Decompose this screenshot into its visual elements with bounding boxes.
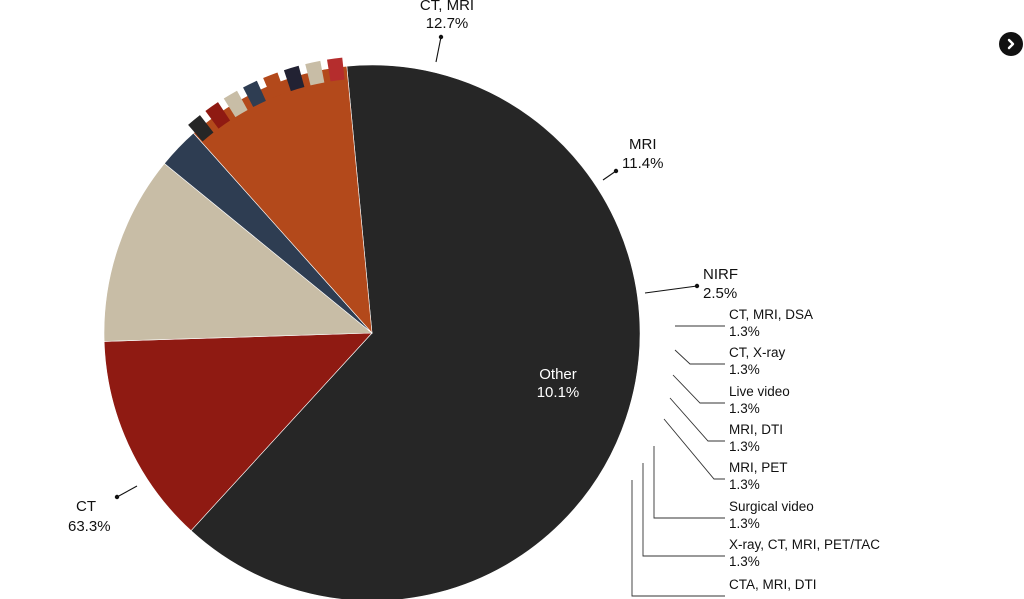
ring-segment-mri-dti [243, 80, 266, 107]
leader-line [644, 285, 698, 294]
label-live-video: Live video [729, 384, 790, 399]
label-mri-dti: MRI, DTI [729, 422, 783, 437]
value-surgical-video: 1.3% [729, 516, 760, 531]
ring-segment-ct-mri-dsa [188, 115, 214, 142]
ring-segment-mri-pet [263, 72, 285, 99]
value-live-video: 1.3% [729, 401, 760, 416]
value-x-ray-ct-mri-pet-tac: 1.3% [729, 554, 760, 569]
label-mri: MRI [629, 136, 657, 153]
label-ct-mri: CT, MRI [420, 0, 474, 14]
leader-dot [694, 283, 700, 289]
leader-line [653, 446, 725, 519]
label-ct-x-ray: CT, X-ray [729, 345, 786, 360]
leader-line [642, 463, 725, 557]
leader-dot [438, 34, 444, 40]
ring-segment-live-video [223, 90, 248, 118]
pie-slices [103, 64, 641, 599]
leader-lines [114, 34, 725, 597]
leader-line [631, 480, 725, 597]
value-nirf: 2.5% [703, 285, 737, 302]
leader-dot [613, 168, 619, 174]
ring-segment-cta-mri-dti [327, 57, 345, 82]
leader-line [116, 485, 138, 498]
value-ct-x-ray: 1.3% [729, 362, 760, 377]
value-mri: 11.4% [622, 155, 663, 172]
label-ct-mri-dsa: CT, MRI, DSA [729, 307, 813, 322]
ring-segment-x-ray-ct-mri-pet-tac [305, 60, 325, 86]
chevron-right-icon [1007, 38, 1015, 50]
other-breakdown-ring [188, 57, 345, 142]
leader-line [669, 397, 725, 442]
label-surgical-video: Surgical video [729, 499, 814, 514]
label-cta-mri-dti: CTA, MRI, DTI [729, 577, 817, 592]
value-other: 10.1% [537, 384, 580, 401]
label-ct: CT [76, 498, 96, 515]
label-nirf: NIRF [703, 266, 738, 283]
leader-line [663, 418, 725, 480]
leader-line [674, 349, 725, 365]
slice-ct [190, 64, 641, 599]
leader-line [435, 36, 442, 63]
value-ct: 63.3% [68, 518, 111, 535]
value-ct-mri-dsa: 1.3% [729, 324, 760, 339]
label-other: Other [539, 366, 577, 383]
label-x-ray-ct-mri-pet-tac: X-ray, CT, MRI, PET/TAC [729, 537, 880, 552]
value-mri-pet: 1.3% [729, 477, 760, 492]
leader-line [672, 374, 725, 404]
next-button[interactable] [999, 32, 1023, 56]
leader-line [602, 170, 617, 181]
label-mri-pet: MRI, PET [729, 460, 788, 475]
value-ct-mri: 12.7% [426, 15, 469, 32]
ring-segment-ct-x-ray [205, 102, 231, 129]
slice-mri [103, 163, 373, 342]
slice-ct-mri [103, 332, 373, 532]
ring-segment-surgical-video [283, 65, 305, 92]
leader-dot [114, 494, 120, 500]
value-mri-dti: 1.3% [729, 439, 760, 454]
